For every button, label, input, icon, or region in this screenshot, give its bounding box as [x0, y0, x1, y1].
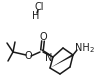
- Text: Cl: Cl: [34, 2, 44, 12]
- Text: NH: NH: [75, 43, 89, 53]
- Text: N: N: [45, 53, 53, 63]
- Polygon shape: [50, 54, 74, 68]
- Text: 2: 2: [90, 47, 94, 53]
- Text: O: O: [39, 32, 47, 42]
- Text: O: O: [24, 51, 32, 61]
- Text: H: H: [32, 11, 40, 21]
